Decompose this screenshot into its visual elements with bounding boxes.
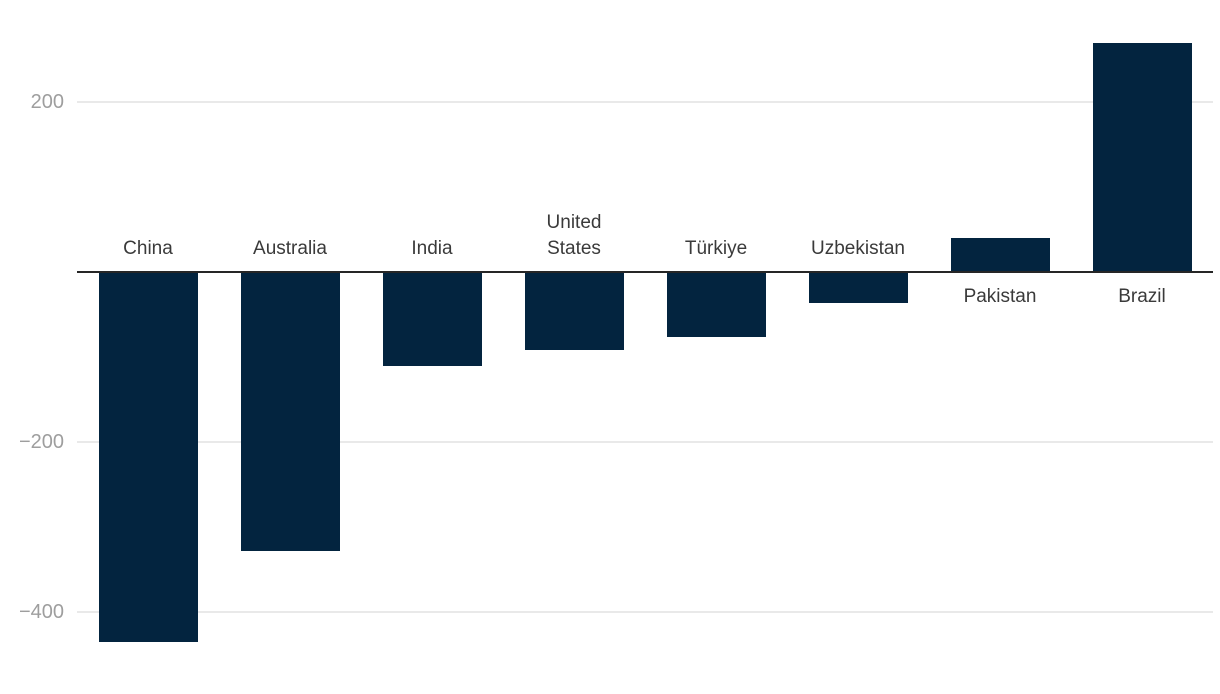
category-label-turkiye: Türkiye <box>684 238 748 259</box>
bar-brazil <box>1092 42 1192 272</box>
ytick-label-400: −400 <box>18 601 64 623</box>
bar-australia <box>240 272 340 551</box>
gridline-400 <box>77 611 1213 613</box>
bar-united-states <box>524 272 624 351</box>
bar-china <box>98 272 198 642</box>
category-label-china: China <box>123 238 173 259</box>
bar-uzbekistan <box>808 272 908 303</box>
category-label-pakistan: Pakistan <box>963 286 1037 307</box>
ytick-label-200: 200 <box>30 91 64 113</box>
category-label-brazil: Brazil <box>1118 286 1166 307</box>
gridline-200 <box>77 101 1213 103</box>
category-label-uzbekistan: Uzbekistan <box>811 238 905 259</box>
ytick-label-200: −200 <box>18 431 64 453</box>
bar-pakistan <box>950 238 1050 272</box>
zero-axis-line <box>77 270 1213 274</box>
gridline-200 <box>77 441 1213 443</box>
bar-turkiye <box>666 272 766 338</box>
bar-india <box>382 272 482 366</box>
category-label-india: India <box>411 238 453 259</box>
category-label-australia: Australia <box>253 238 327 259</box>
category-label-united-states: United States <box>546 212 602 259</box>
